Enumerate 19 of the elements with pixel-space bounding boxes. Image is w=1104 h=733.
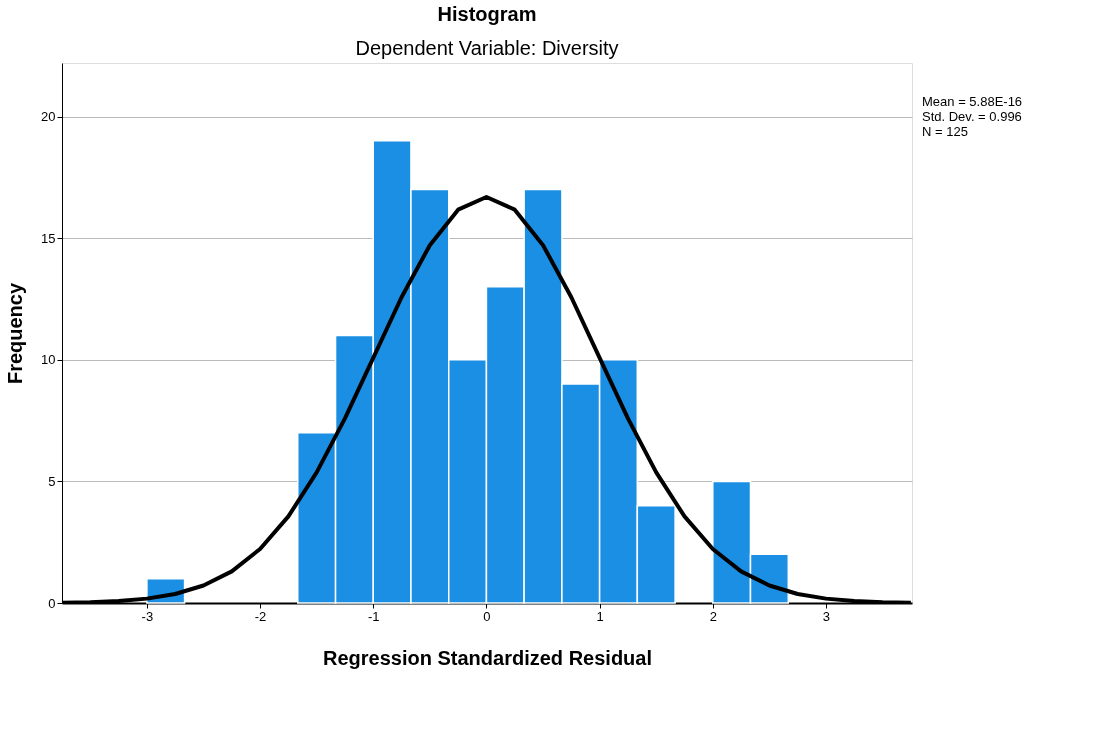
chart-title: Histogram [437,3,537,25]
y-tick-label: 0 [48,595,56,611]
x-tick-label: 0 [483,608,491,624]
x-tick-label: -1 [367,608,380,624]
y-axis-title: Frequency [4,282,27,385]
x-tick-label: -2 [254,608,267,624]
y-tick-label: 15 [41,230,56,246]
x-axis-title: Regression Standardized Residual [323,646,652,669]
y-tick-label: 5 [48,473,56,489]
text: N = 125 [922,124,968,139]
y-tick-label: 20 [41,109,56,125]
y-tick-label: 10 [41,352,56,368]
chart-subtitle: Dependent Variable: Diversity [355,37,619,59]
x-tick-label: 3 [822,608,831,624]
text: Std. Dev. = 0.996 [922,109,1022,124]
x-tick-label: 1 [596,608,604,624]
text: Mean = 5.88E-16 [922,94,1023,109]
x-tick-label: 2 [709,608,717,624]
x-tick-label: -3 [141,608,154,624]
